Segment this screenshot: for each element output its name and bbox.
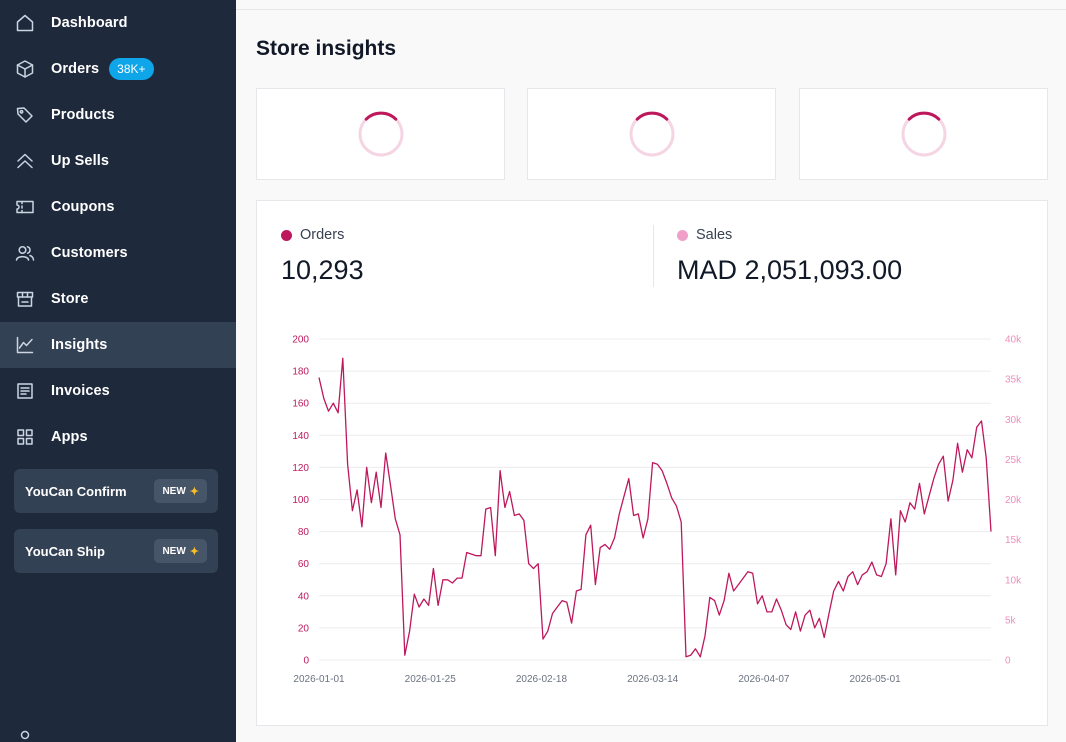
y-right-tick-label: 20k [1005,495,1022,506]
orders-series-line [318,357,992,658]
sidebar-item-label: Up Sells [51,153,110,169]
x-tick-label: 2026-02-18 [516,674,568,685]
orders-metric: Orders 10,293 [281,227,364,286]
x-tick-label: 2026-05-01 [850,674,902,685]
y-right-tick-label: 30k [1005,415,1022,426]
x-tick-label: 2026-04-07 [738,674,790,685]
new-label: NEW [162,485,186,497]
sidebar-item-label: Invoices [51,383,110,399]
y-right-tick-label: 5k [1005,615,1017,626]
orders-sales-line-chart: 0 20 40 60 80 100 120 140 160 180 200 0 5k 10k 15k 20k 2… [292,335,1022,686]
promo-label: YouCan Confirm [25,483,127,499]
sidebar-item-store[interactable]: Store [0,276,236,322]
sidebar-item-coupons[interactable]: Coupons [0,184,236,230]
orders-metric-label: Orders [300,227,345,243]
tag-icon [14,104,36,126]
sidebar-item-label: Store [51,291,89,307]
ticket-icon [14,196,36,218]
y-right-tick-label: 0 [1005,656,1011,667]
storefront-icon [14,288,36,310]
orders-metric-value: 10,293 [281,255,364,285]
kpi-card-loading [256,88,505,180]
y-left-tick-label: 20 [298,623,310,634]
y-right-tick-label: 10k [1005,575,1022,586]
sidebar-item-apps[interactable]: Apps [0,414,236,460]
sidebar-item-dashboard[interactable]: Dashboard [0,0,236,46]
y-left-tick-label: 140 [292,431,309,442]
x-tick-label: 2026-01-25 [405,674,457,685]
kpi-card-loading [527,88,776,180]
y-left-tick-label: 80 [298,527,310,538]
sales-metric-value: MAD 2,051,093.00 [677,255,903,285]
sidebar-item-insights[interactable]: Insights [0,322,236,368]
y-right-tick-label: 35k [1005,375,1022,386]
y-left-tick-label: 40 [298,591,310,602]
kpi-card-loading [799,88,1048,180]
y-left-tick-label: 180 [292,367,309,378]
sidebar-item-label: Products [51,107,115,123]
y-left-tick-label: 60 [298,559,310,570]
sidebar-item-customers[interactable]: Customers [0,230,236,276]
sales-metric: Sales MAD 2,051,093.00 [677,227,902,286]
sidebar-item-label: Coupons [51,199,115,215]
sidebar-item-label: Dashboard [51,15,128,31]
youcan-confirm-promo[interactable]: YouCan Confirm NEW ✦ [14,469,218,513]
grid-icon [14,426,36,448]
invoice-icon [14,380,36,402]
chevrons-up-icon [14,150,36,172]
orders-count-badge: 38K+ [109,58,154,80]
sparkle-icon: ✦ [189,485,199,498]
loading-spinner-icon [901,111,946,157]
y-left-tick-label: 200 [292,335,309,346]
loading-spinner-icon [358,111,403,157]
line-chart-icon [14,334,36,356]
sidebar-item-label: Orders [51,61,100,77]
x-tick-label: 2026-03-14 [627,674,679,685]
loading-spinner-icon [629,111,674,157]
page-title: Store insights [256,37,397,60]
sidebar-item-invoices[interactable]: Invoices [0,368,236,414]
metric-divider [653,225,654,287]
y-left-tick-label: 100 [292,495,309,506]
users-icon [14,242,36,264]
sales-metric-label: Sales [696,227,733,243]
sparkle-icon: ✦ [189,545,199,558]
x-tick-label: 2026-01-01 [293,674,345,685]
header-divider [236,9,1066,10]
y-right-tick-label: 40k [1005,335,1022,346]
y-left-tick-label: 0 [303,656,309,667]
sidebar-item-label: Insights [51,337,108,353]
sales-legend-dot [677,229,688,241]
sidebar-item-products[interactable]: Products [0,92,236,138]
box-icon [14,58,36,80]
sidebar-item-up-sells[interactable]: Up Sells [0,138,236,184]
new-badge: NEW ✦ [154,479,207,503]
y-left-tick-label: 160 [292,399,309,410]
sidebar-item-orders[interactable]: Orders 38K+ [0,46,236,92]
y-right-tick-label: 25k [1005,455,1022,466]
promo-label: YouCan Ship [25,543,105,559]
y-right-tick-label: 15k [1005,535,1022,546]
insights-chart-card: Orders 10,293 Sales MAD 2,051,093.00 0 20… [256,200,1048,726]
sidebar: Dashboard Orders 38K+ Products Up Sells … [0,0,236,742]
orders-legend-dot [281,229,292,241]
new-label: NEW [162,545,186,557]
person-icon [14,728,36,742]
sidebar-item-partial[interactable] [14,728,51,742]
new-badge: NEW ✦ [154,539,207,563]
youcan-ship-promo[interactable]: YouCan Ship NEW ✦ [14,529,218,573]
y-left-tick-label: 120 [292,463,309,474]
sidebar-item-label: Apps [51,429,88,445]
home-icon [14,12,36,34]
sidebar-item-label: Customers [51,245,128,261]
